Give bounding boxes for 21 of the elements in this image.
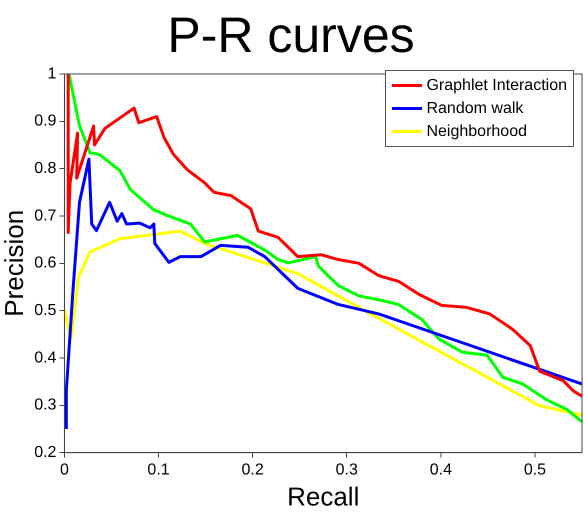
y-tick-label: 0.3 <box>34 396 57 414</box>
x-tick-label: 0 <box>60 462 69 479</box>
y-tick-label: 0.8 <box>34 160 57 178</box>
x-tick-label: 0.4 <box>430 462 452 479</box>
x-tick-label: 0.3 <box>336 462 358 479</box>
y-axis-title: Precision <box>0 210 29 317</box>
legend-label: Neighborhood <box>426 122 527 142</box>
legend-label: Random walk <box>426 99 524 119</box>
legend-label: Graphlet Interaction <box>426 76 567 96</box>
y-tick-label: 0.2 <box>34 444 57 462</box>
x-axis-title: Recall <box>287 482 360 512</box>
x-tick-label: 0.2 <box>242 462 264 479</box>
x-tick-label: 0.1 <box>147 462 170 479</box>
x-tick-label: 0.5 <box>524 462 546 479</box>
y-tick-label: 0.7 <box>34 207 57 224</box>
y-tick-label: 0.9 <box>34 112 57 130</box>
y-tick-label: 0.4 <box>34 349 57 366</box>
y-tick-label: 1 <box>48 65 57 82</box>
y-tick-label: 0.6 <box>34 254 57 272</box>
y-tick-label: 0.5 <box>34 302 57 320</box>
chart-title: P-R curves <box>167 6 415 63</box>
